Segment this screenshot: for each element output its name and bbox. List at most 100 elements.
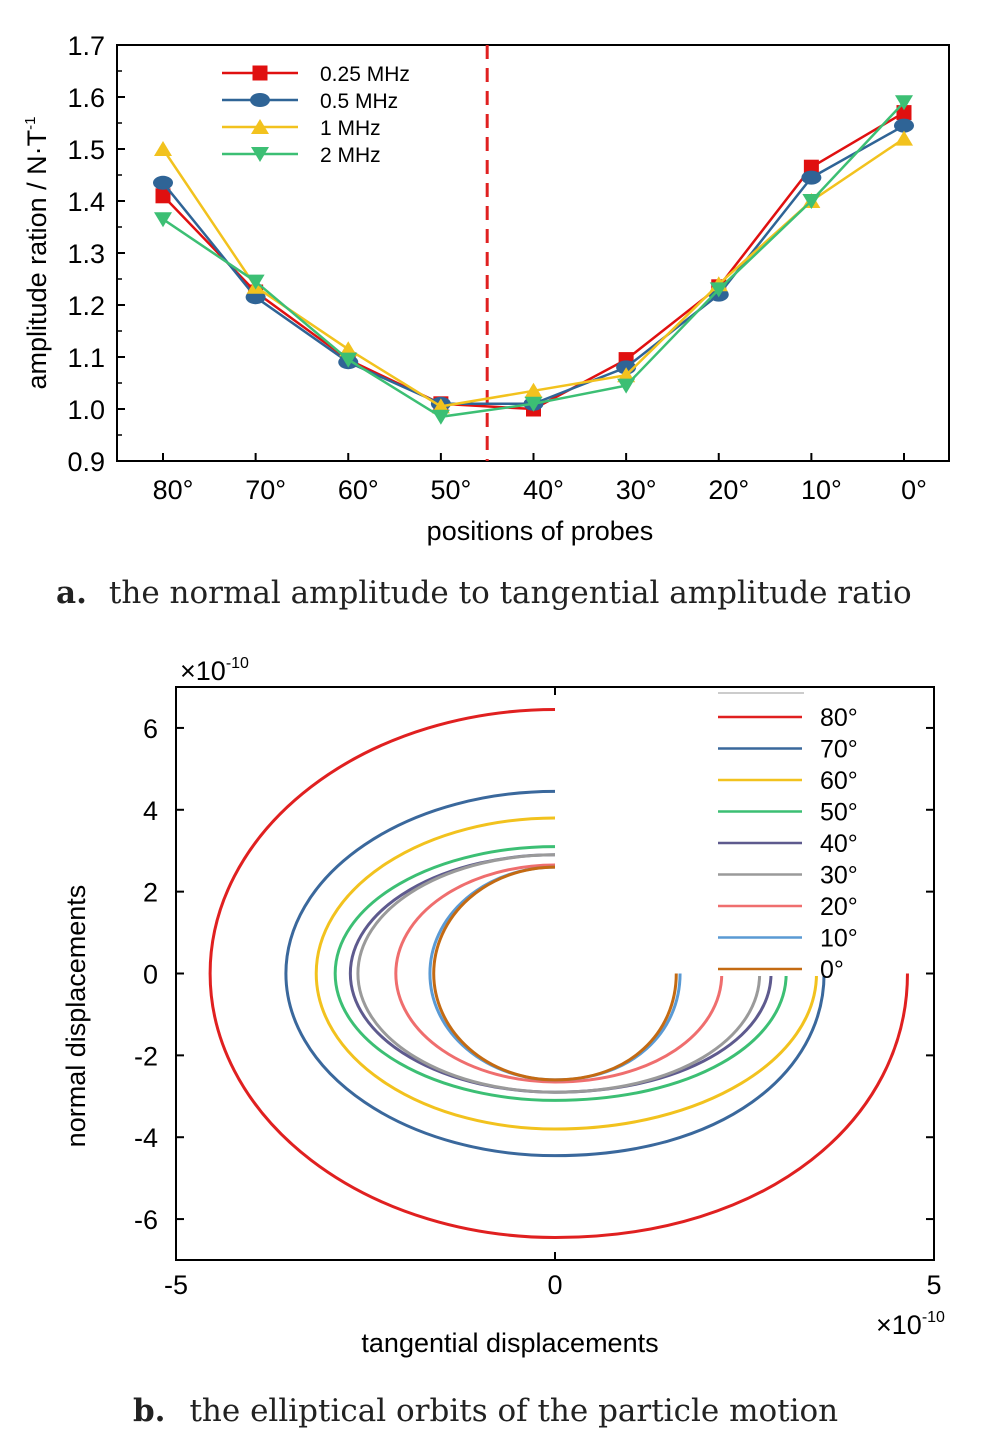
panel-a-y-axis-label: amplitude ration / N·T-1	[22, 117, 52, 390]
legend-marker-2-mhz	[251, 147, 269, 162]
panel-b-x-tick-label: 0	[547, 1270, 562, 1300]
legend-label-orbit-50: 50°	[820, 799, 858, 827]
panel-a-caption-tag: a.	[56, 575, 87, 611]
orbit-0	[432, 865, 678, 1082]
data-point-2-mhz	[617, 378, 636, 394]
data-point-2-mhz	[709, 282, 728, 298]
series-1-mhz	[154, 130, 913, 414]
data-point-2-mhz	[339, 352, 358, 368]
panel-a-x-tick-label: 70°	[245, 475, 286, 505]
orbit-50	[333, 845, 788, 1102]
data-point-2-mhz	[895, 95, 913, 111]
legend-label-0-25-mhz: 0.25 MHz	[320, 63, 410, 86]
panel-a-y-tick-label: 1.3	[67, 239, 105, 269]
legend-label-orbit-80: 80°	[820, 704, 858, 732]
panel-b-legend-box	[712, 693, 866, 976]
panel-a-y-tick-label: 1.5	[67, 135, 105, 165]
panel-b-x-axis: -5 0 5	[164, 687, 942, 1300]
data-point-1-mhz	[431, 398, 450, 414]
panel-b-x-multiplier-exp: -10	[922, 1309, 945, 1326]
panel-b-legend: 80° 70° 60° 50° 40° 30° 20° 10° 0°	[712, 692, 866, 984]
panel-a-x-tick-label: 20°	[708, 475, 749, 505]
orbit-30	[356, 853, 762, 1094]
orbit-40	[348, 853, 773, 1094]
series-line-1-mhz	[161, 137, 905, 408]
orbit-80	[208, 708, 909, 1239]
panel-a-y-axis-label-sup: -1	[22, 117, 39, 130]
panel-b-y-axis: -6 -4 -2 0 2 4 6	[134, 714, 934, 1235]
panel-a-x-axis-label: positions of probes	[427, 516, 654, 546]
data-point-2-mhz	[802, 194, 821, 209]
data-point-0-5-mhz	[153, 175, 173, 190]
panel-b-y-tick-label: -2	[134, 1041, 158, 1071]
orbit-20	[394, 863, 724, 1084]
panel-b-y-multiplier: ×10-10	[180, 655, 249, 686]
panel-b-caption-text: the elliptical orbits of the particle mo…	[189, 1393, 838, 1429]
panel-a-y-tick-label: 0.9	[67, 447, 105, 477]
panel-a-y-tick-label: 1.1	[67, 343, 105, 373]
data-point-0-25-mhz	[803, 159, 819, 175]
legend-label-orbit-60: 60°	[820, 767, 858, 795]
panel-b-orbit-chart: -6 -4 -2 0 2 4 6 -5 0 5 80° 70° 60° 50° 40° 30° 20° 10°…	[61, 655, 945, 1429]
panel-a-x-tick-label: 80°	[153, 475, 194, 505]
data-point-1-mhz	[895, 130, 913, 146]
legend-label-orbit-40: 40°	[820, 830, 858, 858]
panel-a-y-tick-label: 1.0	[67, 395, 105, 425]
panel-a-x-tick-label: 30°	[616, 475, 657, 505]
data-point-1-mhz	[339, 341, 358, 357]
panel-a-x-axis: 80° 70° 60° 50° 40° 30° 20° 10° 0°	[153, 453, 927, 505]
panel-a-y-tick-label: 1.6	[67, 83, 105, 113]
panel-b-y-tick-label: 6	[143, 714, 158, 744]
panel-a-caption: a. the normal amplitude to tangential amp…	[56, 575, 912, 611]
data-point-0-25-mhz	[896, 105, 912, 121]
panel-a-x-tick-label: 0°	[901, 475, 927, 505]
series-line-0-5-mhz	[162, 124, 905, 406]
series-0-25-mhz	[155, 105, 912, 417]
orbit-60	[314, 816, 819, 1131]
panel-a-y-tick-label: 1.2	[67, 291, 105, 321]
panel-a-caption-text: the normal amplitude to tangential ampli…	[109, 575, 912, 611]
legend-marker-0-5-mhz	[250, 93, 270, 107]
series-line-0-25-mhz	[162, 111, 905, 411]
data-point-2-mhz	[246, 274, 265, 290]
panel-a-legend: 0.25 MHz 0.5 MHz 1 MHz 2 MHz	[222, 63, 410, 167]
panel-b-caption: b. the elliptical orbits of the particle …	[133, 1393, 838, 1429]
panel-a-series	[153, 95, 914, 425]
panel-b-y-tick-label: -6	[134, 1205, 158, 1235]
series-0-5-mhz	[153, 118, 914, 411]
panel-b-x-axis-label: tangential displacements	[361, 1328, 658, 1358]
panel-a-y-axis: 0.9 1.0 1.1 1.2 1.3 1.4 1.5 1.6 1.7	[67, 31, 125, 477]
data-point-2-mhz	[154, 212, 172, 228]
panel-a-y-tick-label: 1.4	[67, 187, 105, 217]
legend-label-orbit-30: 30°	[820, 862, 858, 890]
panel-a-y-tick-label: 1.7	[67, 31, 105, 61]
panel-b-y-tick-label: 0	[143, 960, 158, 990]
legend-marker-1-mhz	[251, 119, 269, 134]
panel-a-x-tick-label: 50°	[430, 475, 471, 505]
data-point-1-mhz	[524, 382, 543, 398]
legend-label-2-mhz: 2 MHz	[320, 144, 381, 167]
panel-b-x-tick-label: 5	[926, 1270, 941, 1300]
legend-label-orbit-20: 20°	[820, 893, 858, 921]
panel-b-y-tick-label: 2	[143, 878, 158, 908]
panel-a-ratio-chart: 0.9 1.0 1.1 1.2 1.3 1.4 1.5 1.6 1.7 80° 70° 60° 50°…	[22, 31, 950, 611]
data-point-0-25-mhz	[155, 188, 171, 204]
series-line-2-mhz	[162, 101, 905, 419]
panel-b-y-axis-label: normal displacements	[61, 885, 91, 1148]
data-point-1-mhz	[617, 367, 636, 383]
legend-label-1-mhz: 1 MHz	[320, 117, 381, 140]
legend-label-0-5-mhz: 0.5 MHz	[320, 90, 398, 113]
panel-b-y-tick-label: -4	[134, 1123, 158, 1153]
panel-a-x-tick-label: 40°	[523, 475, 564, 505]
panel-a-x-tick-label: 60°	[338, 475, 379, 505]
panel-b-y-tick-label: 4	[143, 796, 158, 826]
panel-b-y-multiplier-exp: -10	[226, 655, 249, 672]
panel-b-x-tick-label: -5	[164, 1270, 188, 1300]
panel-a-x-tick-label: 10°	[801, 475, 842, 505]
orbit-70	[284, 789, 826, 1158]
data-point-1-mhz	[154, 141, 172, 156]
data-point-0-5-mhz	[801, 170, 822, 185]
data-point-2-mhz	[431, 409, 450, 425]
legend-label-orbit-10: 10°	[820, 925, 858, 953]
